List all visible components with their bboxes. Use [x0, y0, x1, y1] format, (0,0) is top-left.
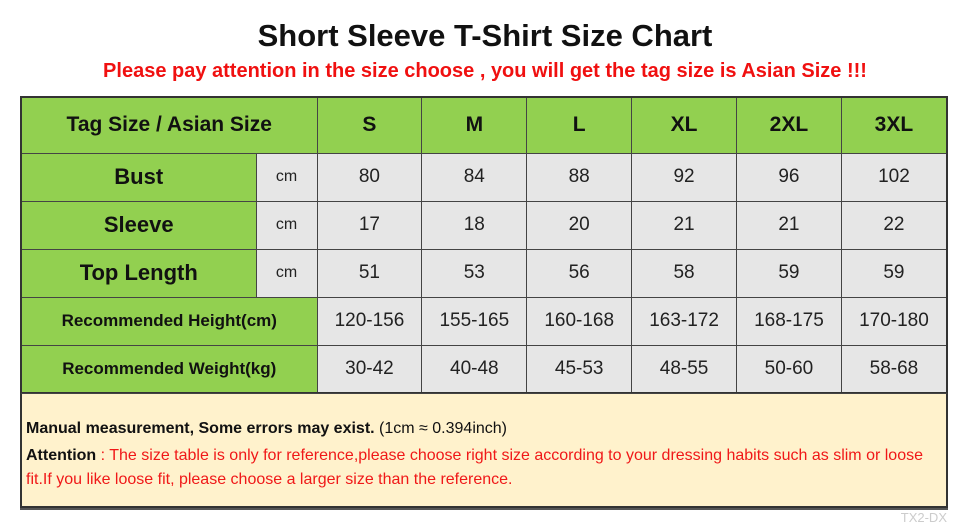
watermark: TX2-DX — [900, 510, 947, 525]
value-cell: 88 — [526, 152, 633, 202]
value-cell: 168-175 — [736, 296, 842, 346]
value-cell: 17 — [316, 200, 423, 250]
size-header: L — [526, 96, 633, 154]
value-cell: 59 — [736, 248, 842, 298]
value-cell: 58-68 — [840, 344, 948, 394]
row-label: Recommended Weight(kg) — [20, 344, 318, 394]
table-row: Sleeve cm 17 18 20 21 21 22 — [20, 200, 948, 250]
unit-cell: cm — [255, 152, 318, 202]
value-cell: 21 — [631, 200, 737, 250]
row-label: Recommended Height(cm) — [20, 296, 318, 346]
attention-label: Attention — [26, 447, 97, 464]
value-cell: 20 — [526, 200, 633, 250]
value-cell: 92 — [631, 152, 737, 202]
row-label: Bust — [20, 152, 257, 202]
size-table: Tag Size / Asian Size S M L XL 2XL 3XL Bust cm 80… — [20, 96, 948, 394]
page-title: Short Sleeve T-Shirt Size Chart — [257, 18, 713, 53]
header-row: Tag Size / Asian Size S M L XL 2XL 3XL — [20, 96, 948, 154]
conversion-note: (1cm ≈ 0.394inch) — [379, 420, 507, 437]
recommendation-row: Recommended Height(cm) 120-156 155-165 160-… — [20, 296, 948, 346]
value-cell: 18 — [421, 200, 528, 250]
value-cell: 58 — [631, 248, 737, 298]
value-cell: 170-180 — [840, 296, 948, 346]
value-cell: 51 — [316, 248, 423, 298]
recommendation-row: Recommended Weight(kg) 30-42 40-48 45-53 48-… — [20, 344, 948, 394]
size-header: 2XL — [736, 96, 842, 154]
row-label: Sleeve — [20, 200, 257, 250]
value-cell: 45-53 — [526, 344, 633, 394]
header-label: Tag Size / Asian Size — [20, 96, 318, 154]
size-header: M — [421, 96, 528, 154]
value-cell: 22 — [840, 200, 948, 250]
value-cell: 53 — [421, 248, 528, 298]
subtitle-warning: Please pay attention in the size choose … — [103, 60, 867, 82]
value-cell: 40-48 — [421, 344, 528, 394]
value-cell: 30-42 — [316, 344, 423, 394]
measurement-note: Manual measurement, Some errors may exis… — [26, 420, 507, 438]
attention-text: : The size table is only for reference,p… — [26, 447, 923, 488]
value-cell: 163-172 — [631, 296, 737, 346]
value-cell: 21 — [736, 200, 842, 250]
value-cell: 120-156 — [316, 296, 423, 346]
unit-cell: cm — [255, 200, 318, 250]
value-cell: 56 — [526, 248, 633, 298]
row-label: Top Length — [20, 248, 257, 298]
unit-cell: cm — [255, 248, 318, 298]
value-cell: 48-55 — [631, 344, 737, 394]
value-cell: 50-60 — [736, 344, 842, 394]
value-cell: 155-165 — [421, 296, 528, 346]
size-header: 3XL — [840, 96, 948, 154]
table-row: Bust cm 80 84 88 92 96 102 — [20, 152, 948, 202]
size-header: XL — [631, 96, 737, 154]
table-row: Top Length cm 51 53 56 58 59 59 — [20, 248, 948, 298]
value-cell: 102 — [840, 152, 948, 202]
attention-note: Attention : The size table is only for r… — [26, 444, 946, 492]
note-box: Manual measurement, Some errors may exis… — [20, 393, 948, 508]
value-cell: 59 — [840, 248, 948, 298]
value-cell: 80 — [316, 152, 423, 202]
value-cell: 96 — [736, 152, 842, 202]
size-header: S — [316, 96, 423, 154]
value-cell: 84 — [421, 152, 528, 202]
value-cell: 160-168 — [526, 296, 633, 346]
measurement-note-bold: Manual measurement, Some errors may exis… — [26, 420, 375, 437]
